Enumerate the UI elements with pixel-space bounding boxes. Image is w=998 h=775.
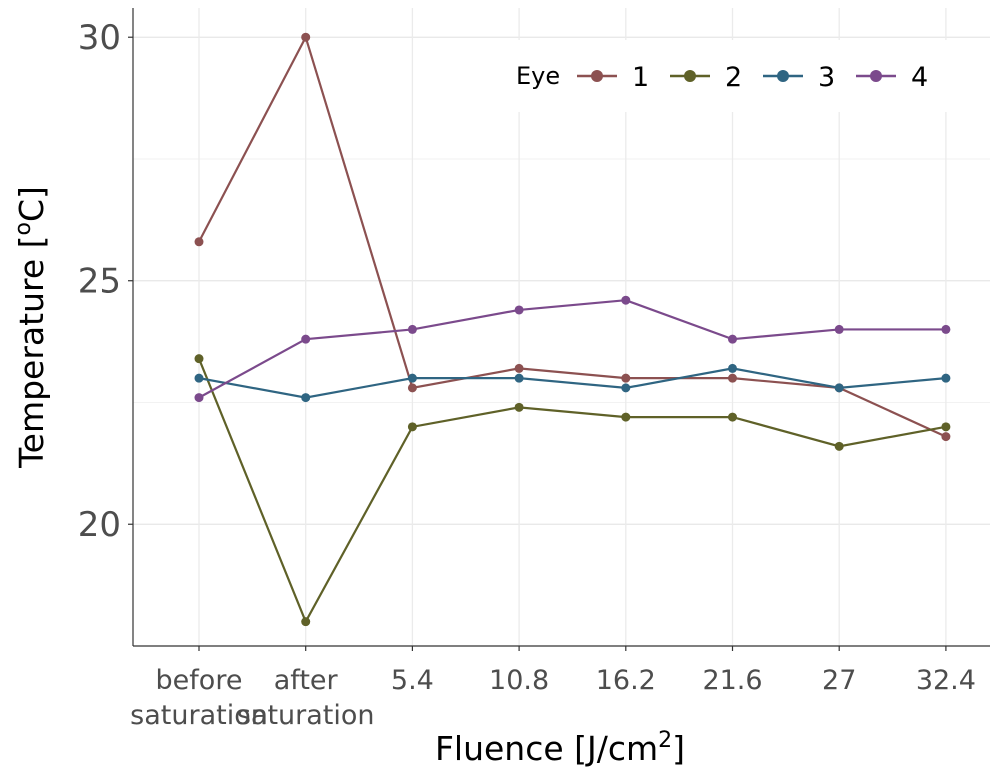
data-point: [941, 422, 951, 432]
series-line: [198, 367, 947, 399]
data-point: [194, 354, 204, 364]
data-point: [728, 363, 737, 373]
y-ticks: 20 25 30: [78, 18, 133, 545]
x-tick-label: 32.4: [916, 665, 976, 696]
y-axis-title-sup: o: [11, 222, 36, 235]
series-2: [194, 354, 951, 627]
legend-key-label: 2: [725, 62, 742, 93]
y-tick-label: 20: [78, 505, 121, 545]
series-line: [198, 34, 947, 438]
legend-keys: 1 2 3 4: [577, 62, 928, 93]
legend-key-4: 4: [856, 62, 928, 93]
data-point: [621, 412, 631, 422]
legend-key-marker: [684, 70, 696, 82]
x-tick-label: 27: [822, 665, 856, 696]
x-tick-label: after: [274, 665, 339, 696]
data-point: [941, 373, 951, 383]
series-4: [194, 295, 951, 403]
axes: [132, 8, 990, 647]
data-point: [301, 334, 311, 344]
data-point: [941, 324, 951, 334]
legend-key-marker: [777, 70, 789, 82]
data-point: [194, 237, 204, 247]
legend-key-label: 1: [632, 62, 649, 93]
legend-key-label: 4: [911, 62, 928, 93]
data-point: [728, 412, 737, 422]
legend-key-3: 3: [763, 62, 835, 93]
data-point: [621, 373, 631, 383]
data-point: [834, 324, 844, 334]
data-point: [514, 402, 524, 412]
x-tick-label: before: [156, 665, 243, 696]
x-axis-title: Fluence [J/cm2]: [435, 728, 685, 768]
data-point: [514, 363, 524, 373]
data-point: [621, 383, 631, 393]
legend-key-1: 1: [577, 62, 649, 93]
data-point: [834, 441, 844, 451]
data-point: [301, 393, 311, 403]
data-point: [728, 334, 737, 344]
legend-title: Eye: [516, 62, 560, 90]
data-point: [514, 373, 524, 383]
data-point: [728, 373, 737, 383]
data-point: [621, 295, 631, 305]
x-tick-label: 16.2: [596, 665, 656, 696]
data-point: [194, 373, 204, 383]
data-point: [407, 422, 417, 432]
legend-key-marker: [870, 70, 882, 82]
legend: Eye 1 2 3 4: [497, 40, 967, 112]
data-point: [407, 324, 417, 334]
series-layer: [194, 32, 951, 627]
series-line: [197, 358, 947, 625]
x-axis-title-sup: 2: [658, 728, 672, 753]
data-point: [301, 617, 311, 627]
data-point: [407, 383, 417, 393]
y-axis-title: Temperature [oC]: [11, 186, 51, 469]
x-tick-label: 21.6: [702, 665, 762, 696]
data-point: [834, 383, 844, 393]
y-tick-label: 30: [78, 18, 121, 58]
data-point: [941, 432, 951, 442]
x-tick-label: saturation: [237, 700, 375, 731]
legend-key-2: 2: [670, 62, 742, 93]
data-point: [301, 32, 311, 42]
legend-key-label: 3: [818, 62, 835, 93]
x-tick-label: 5.4: [391, 665, 434, 696]
data-point: [194, 393, 204, 403]
legend-key-marker: [591, 70, 603, 82]
data-point: [514, 305, 524, 315]
x-tick-label: saturation: [130, 700, 268, 731]
x-tick-label: 10.8: [489, 665, 549, 696]
data-point: [407, 373, 417, 383]
series-3: [194, 363, 951, 403]
series-line: [198, 299, 946, 399]
y-tick-label: 25: [78, 262, 121, 302]
